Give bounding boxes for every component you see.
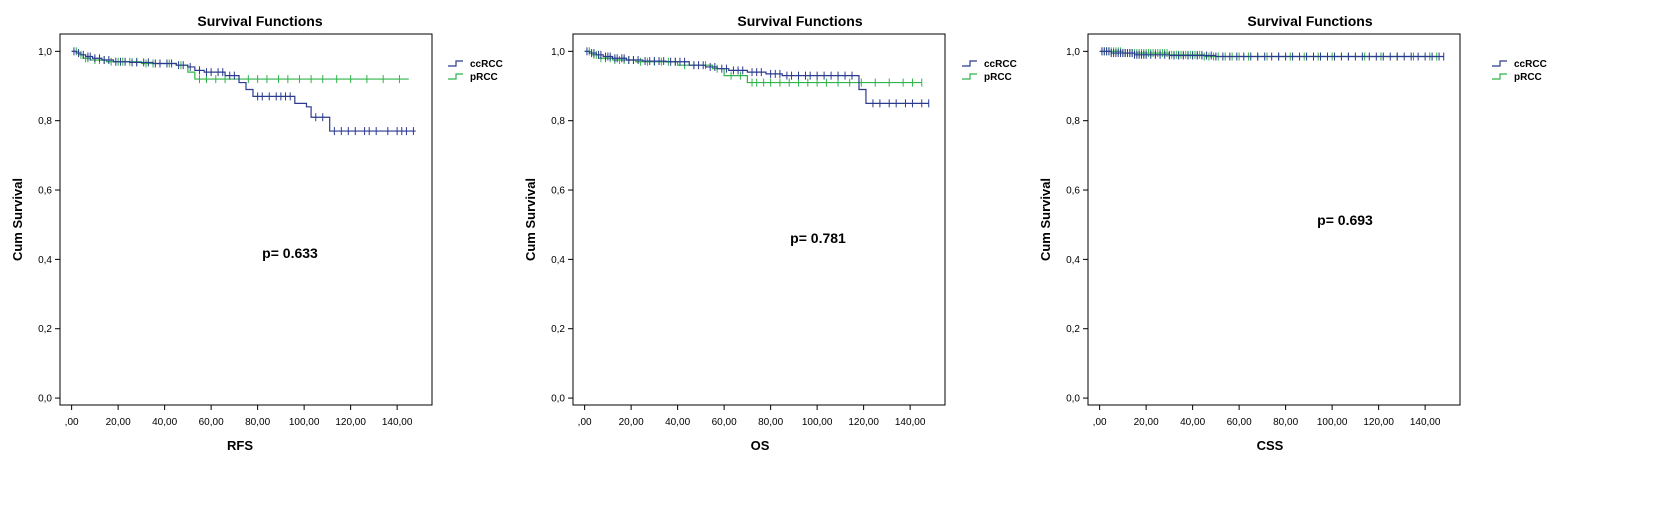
y-tick-label: 0,0 (1066, 394, 1080, 405)
series-pRCC (71, 47, 409, 84)
x-tick-label: 100,00 (802, 417, 833, 428)
legend-label-pRCC: pRCC (470, 72, 498, 83)
y-tick-label: 1,0 (551, 47, 565, 58)
y-tick-label: 0,8 (38, 116, 52, 127)
series-ccRCC (584, 47, 930, 108)
plot-frame (572, 33, 946, 406)
y-tick-label: 0,8 (1066, 116, 1080, 127)
legend-swatch-ccRCC (962, 60, 977, 67)
survival-step-line-pRCC (71, 50, 409, 80)
x-axis-label: OS (751, 438, 770, 453)
x-axis-label: CSS (1257, 438, 1284, 453)
y-axis-label: Cum Survival (1038, 178, 1053, 261)
p-value-annotation: p= 0.781 (790, 230, 846, 246)
legend-label-pRCC: pRCC (1514, 72, 1542, 83)
plot-frame (1087, 33, 1461, 406)
survival-chart-3: Survival Functions 0,0 0,2 0,4 0,6 0,8 1,0 ,00 2… (1038, 13, 1547, 453)
series-ccRCC (1099, 47, 1445, 61)
y-tick-label: 0,4 (1066, 255, 1080, 266)
legend-swatch-pRCC (1492, 73, 1507, 80)
x-tick-label: 60,00 (1227, 417, 1252, 428)
y-tick-label: 0,2 (551, 324, 565, 335)
survival-step-line-ccRCC (71, 50, 416, 132)
x-tick-label: 120,00 (848, 417, 879, 428)
chart-title: Survival Functions (197, 13, 322, 29)
x-tick-label: 100,00 (289, 417, 320, 428)
y-tick-label: 0,8 (551, 116, 565, 127)
y-tick-label: 0,6 (38, 186, 52, 197)
survival-chart-1: Survival Functions 0,0 0,2 0,4 0,6 0,8 1,0 ,00 2… (10, 13, 503, 453)
x-tick-label: 60,00 (712, 417, 737, 428)
survival-step-line-pRCC (1099, 50, 1437, 58)
x-tick-label: 60,00 (199, 417, 224, 428)
x-tick-label: 140,00 (1410, 417, 1441, 428)
y-tick-label: 0,2 (38, 324, 52, 335)
y-tick-label: 0,4 (38, 255, 52, 266)
y-tick-label: 1,0 (1066, 47, 1080, 58)
x-tick-label: 80,00 (1273, 417, 1298, 428)
x-tick-label: 120,00 (335, 417, 366, 428)
y-tick-label: 1,0 (38, 47, 52, 58)
x-tick-label: ,00 (1093, 417, 1107, 428)
legend-swatch-ccRCC (448, 60, 463, 67)
series-pRCC (584, 47, 923, 87)
x-tick-label: 20,00 (619, 417, 644, 428)
survival-chart-2: Survival Functions 0,0 0,2 0,4 0,6 0,8 1,0 ,00 2… (523, 13, 1017, 453)
y-axis-label: Cum Survival (10, 178, 25, 261)
series-ccRCC (71, 47, 416, 136)
legend-label-pRCC: pRCC (984, 72, 1012, 83)
x-tick-label: 120,00 (1363, 417, 1394, 428)
x-tick-label: 80,00 (245, 417, 270, 428)
legend: ccRCC pRCC (448, 59, 503, 83)
x-tick-label: 100,00 (1317, 417, 1348, 428)
x-tick-label: 80,00 (758, 417, 783, 428)
y-tick-label: 0,4 (551, 255, 565, 266)
x-tick-label: 40,00 (665, 417, 690, 428)
legend-label-ccRCC: ccRCC (1514, 59, 1547, 70)
x-tick-label: ,00 (65, 417, 79, 428)
y-tick-label: 0,2 (1066, 324, 1080, 335)
x-tick-label: ,00 (578, 417, 592, 428)
p-value-annotation: p= 0.633 (262, 245, 318, 261)
legend-swatch-ccRCC (1492, 60, 1507, 67)
chart-title: Survival Functions (1247, 13, 1372, 29)
y-tick-label: 0,0 (551, 394, 565, 405)
p-value-annotation: p= 0.693 (1317, 212, 1373, 228)
y-axis-label: Cum Survival (523, 178, 538, 261)
chart-title: Survival Functions (737, 13, 862, 29)
y-tick-label: 0,6 (551, 186, 565, 197)
x-tick-label: 140,00 (895, 417, 926, 428)
x-tick-label: 20,00 (106, 417, 131, 428)
legend-swatch-pRCC (448, 73, 463, 80)
x-tick-label: 140,00 (382, 417, 413, 428)
legend: ccRCC pRCC (1492, 59, 1547, 83)
legend: ccRCC pRCC (962, 59, 1017, 83)
series-pRCC (1099, 47, 1438, 61)
legend-label-ccRCC: ccRCC (470, 59, 503, 70)
x-tick-label: 20,00 (1134, 417, 1159, 428)
legend-swatch-pRCC (962, 73, 977, 80)
y-tick-label: 0,0 (38, 394, 52, 405)
x-tick-label: 40,00 (152, 417, 177, 428)
y-tick-label: 0,6 (1066, 186, 1080, 197)
survival-step-line-ccRCC (584, 50, 929, 104)
survival-step-line-pRCC (584, 50, 922, 84)
legend-label-ccRCC: ccRCC (984, 59, 1017, 70)
plot-frame (59, 33, 433, 406)
x-axis-label: RFS (227, 438, 253, 453)
x-tick-label: 40,00 (1180, 417, 1205, 428)
